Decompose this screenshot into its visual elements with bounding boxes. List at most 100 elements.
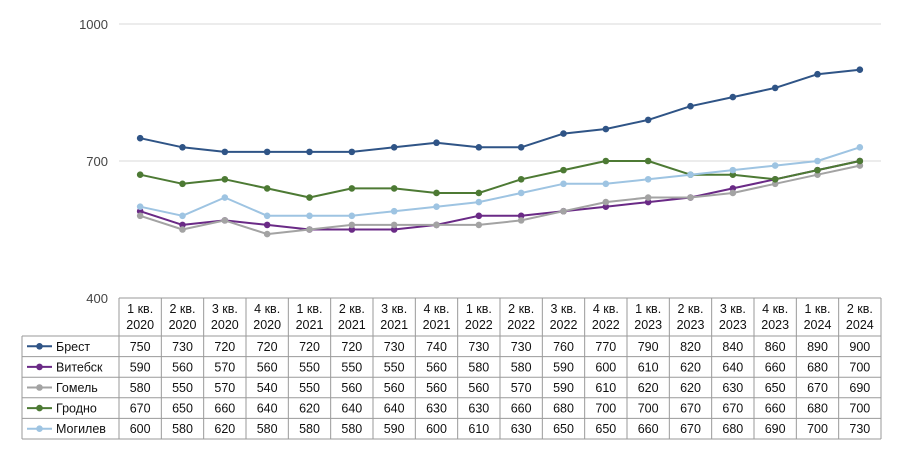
data-point [517, 217, 525, 224]
x-tick-label-quarter: 2 кв. [339, 302, 365, 316]
data-point [602, 125, 610, 133]
table-cell: 720 [214, 340, 235, 354]
x-tick-label-year: 2022 [592, 318, 620, 332]
data-point [306, 194, 313, 201]
table-cell: 610 [468, 422, 489, 436]
x-tick-label-quarter: 1 кв. [466, 302, 492, 316]
table-cell: 700 [595, 402, 616, 416]
data-point [179, 180, 186, 188]
data-point [856, 162, 864, 169]
data-point [390, 144, 398, 151]
series-5 [136, 144, 864, 220]
table-cell: 580 [511, 360, 532, 374]
data-point [729, 93, 737, 101]
table-cell: 590 [130, 360, 151, 374]
table-cell: 620 [214, 422, 235, 436]
data-point [390, 185, 398, 192]
x-tick-label-year: 2022 [550, 318, 578, 332]
table-cell: 630 [426, 402, 447, 416]
data-point [475, 212, 483, 220]
x-tick-label-quarter: 1 кв. [804, 302, 830, 316]
data-point [179, 144, 186, 151]
data-point [644, 175, 652, 183]
x-tick-label-quarter: 1 кв. [127, 302, 153, 316]
legend-marker [36, 404, 43, 412]
table-cell: 580 [341, 422, 362, 436]
data-point [390, 226, 398, 233]
table-cell: 890 [807, 340, 828, 354]
data-point [348, 221, 356, 229]
data-point [560, 180, 567, 188]
data-point [306, 212, 313, 220]
data-point [263, 148, 271, 156]
y-tick-label: 1000 [79, 17, 108, 32]
data-point [814, 70, 821, 78]
data-point [814, 171, 821, 178]
data-point [814, 157, 821, 165]
series-line [139, 68, 860, 153]
legend-entry: Могилев [27, 422, 106, 436]
series-1 [136, 66, 864, 156]
table-cell: 670 [722, 402, 743, 416]
table-cell: 600 [595, 360, 616, 374]
x-tick-label-quarter: 2 кв. [677, 302, 703, 316]
legend-label: Могилев [56, 422, 106, 436]
table-cell: 630 [722, 381, 743, 395]
y-tick-label: 400 [86, 291, 108, 306]
table-cell: 840 [722, 340, 743, 354]
data-point [729, 185, 737, 192]
x-tick-label-quarter: 2 кв. [508, 302, 534, 316]
table-cell: 700 [638, 402, 659, 416]
table-cell: 700 [849, 360, 870, 374]
table-cell: 610 [595, 381, 616, 395]
series-line [139, 160, 861, 199]
data-point [729, 189, 737, 197]
data-point [179, 212, 186, 220]
data-point [390, 207, 398, 215]
data-point [517, 175, 525, 183]
series-3 [136, 162, 864, 238]
data-point [687, 102, 694, 110]
series-line [139, 160, 861, 231]
table-cell: 900 [849, 340, 870, 354]
legend-label: Брест [56, 340, 90, 354]
data-point [771, 180, 779, 188]
data-point [687, 171, 694, 178]
table-cell: 670 [680, 422, 701, 436]
data-point [771, 84, 779, 92]
table-cell: 640 [384, 402, 405, 416]
legend-marker [36, 343, 43, 350]
legend-marker [36, 425, 43, 433]
table-cell: 680 [807, 360, 828, 374]
table-cell: 630 [468, 402, 489, 416]
table-cell: 650 [553, 422, 574, 436]
table-cell: 550 [172, 381, 193, 395]
legend-label: Гродно [56, 402, 97, 416]
table-cell: 770 [595, 340, 616, 354]
table-cell: 600 [130, 422, 151, 436]
data-point [602, 157, 610, 165]
series-line [139, 164, 861, 236]
table-cell: 650 [595, 422, 616, 436]
data-point [136, 203, 144, 210]
table-cell: 560 [384, 381, 405, 395]
legend-entry: Витебск [27, 360, 103, 374]
table-cell: 580 [130, 381, 151, 395]
table-cell: 560 [257, 360, 278, 374]
data-point [814, 166, 821, 174]
x-tick-label-year: 2023 [634, 318, 662, 332]
data-point [179, 221, 186, 229]
data-point [475, 189, 483, 197]
table-cell: 550 [299, 360, 320, 374]
data-point [729, 171, 737, 178]
data-point [771, 162, 779, 169]
table-cell: 660 [214, 402, 235, 416]
series-4 [136, 157, 864, 201]
x-tick-label-year: 2021 [423, 318, 451, 332]
legend-label: Гомель [56, 381, 98, 395]
table-cell: 700 [807, 422, 828, 436]
data-point [475, 221, 483, 229]
x-tick-label-year: 2023 [761, 318, 789, 332]
table-cell: 720 [341, 340, 362, 354]
table-cell: 610 [638, 360, 659, 374]
